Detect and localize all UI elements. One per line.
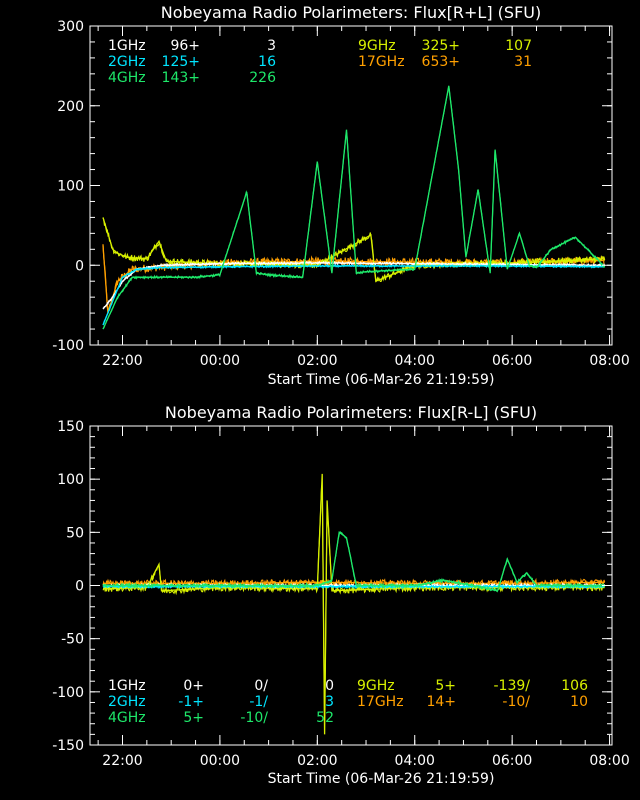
legend-value: 16 [258, 54, 276, 70]
series-trend-9ghz [102, 217, 605, 283]
x-tick-label: 06:00 [492, 753, 532, 769]
chart-title: Nobeyama Radio Polarimeters: Flux[R-L] (… [165, 403, 537, 422]
legend-band-label: 2GHz [108, 54, 146, 70]
x-tick-label: 08:00 [589, 753, 629, 769]
legend-value: 143+ [162, 70, 200, 86]
legend-value: 5+ [435, 678, 456, 694]
legend-band-label: 9GHz [358, 38, 396, 54]
y-tick-label: -100 [52, 685, 84, 701]
legend-value: -10/ [502, 694, 530, 710]
y-tick-label: 300 [57, 19, 84, 35]
legend-value: 3 [267, 38, 276, 54]
legend-band-label: 1GHz [108, 38, 146, 54]
x-tick-label: 08:00 [589, 353, 629, 369]
y-tick-label: 0 [75, 579, 84, 595]
legend-value: -1+ [178, 694, 204, 710]
series-trend-4ghz [103, 531, 605, 592]
legend-value: 96+ [170, 38, 200, 54]
legend-value: 31 [514, 54, 532, 70]
x-tick-label: 04:00 [395, 753, 435, 769]
chart-title: Nobeyama Radio Polarimeters: Flux[R+L] (… [161, 3, 541, 22]
legend-band-label: 17GHz [358, 54, 405, 70]
legend-value: 14+ [426, 694, 456, 710]
panel-sum: Nobeyama Radio Polarimeters: Flux[R+L] (… [52, 3, 630, 388]
legend-band-label: 4GHz [108, 710, 146, 726]
series-trend-17ghz [103, 581, 605, 585]
legend-band-label: 1GHz [108, 678, 146, 694]
y-tick-label: 200 [57, 99, 84, 115]
x-tick-label: 22:00 [102, 753, 142, 769]
legend-value: 52 [316, 710, 334, 726]
legend-value: -10/ [240, 710, 268, 726]
legend-band-label: 2GHz [108, 694, 146, 710]
x-tick-label: 02:00 [297, 353, 337, 369]
legend-value: 325+ [422, 38, 460, 54]
legend-band-label: 17GHz [357, 694, 404, 710]
x-tick-label: 02:00 [297, 753, 337, 769]
x-axis-label: Start Time (06-Mar-26 21:19:59) [268, 771, 495, 787]
y-tick-label: -150 [52, 738, 84, 754]
x-tick-label: 00:00 [200, 353, 240, 369]
x-tick-label: 04:00 [395, 353, 435, 369]
y-tick-label: 100 [57, 472, 84, 488]
legend-value: 125+ [162, 54, 200, 70]
legend-value: 106 [561, 678, 588, 694]
y-tick-label: 50 [66, 525, 84, 541]
y-tick-label: 0 [75, 258, 84, 274]
legend-value: 5+ [183, 710, 204, 726]
x-tick-label: 22:00 [102, 353, 142, 369]
legend-value: 0 [325, 678, 334, 694]
y-tick-label: -100 [52, 338, 84, 354]
legend-value: -1/ [249, 694, 268, 710]
legend-band-label: 9GHz [357, 678, 395, 694]
x-axis-label: Start Time (06-Mar-26 21:19:59) [268, 372, 495, 388]
legend-value: 107 [505, 38, 532, 54]
legend-value: 0/ [254, 678, 268, 694]
x-tick-label: 06:00 [492, 353, 532, 369]
legend-value: -139/ [494, 678, 531, 694]
x-tick-label: 00:00 [200, 753, 240, 769]
y-tick-label: -50 [61, 632, 84, 648]
y-tick-label: 100 [57, 179, 84, 195]
series-trend-4ghz [102, 85, 606, 330]
series-trend-2ghz [102, 265, 605, 326]
legend-band-label: 4GHz [108, 70, 146, 86]
panel-diff: Nobeyama Radio Polarimeters: Flux[R-L] (… [52, 403, 630, 787]
y-tick-label: 150 [57, 419, 84, 435]
legend-value: 0+ [183, 678, 204, 694]
legend-value: 226 [249, 70, 276, 86]
legend-value: 10 [570, 694, 588, 710]
legend-value: 3 [325, 694, 334, 710]
legend-value: 653+ [422, 54, 460, 70]
